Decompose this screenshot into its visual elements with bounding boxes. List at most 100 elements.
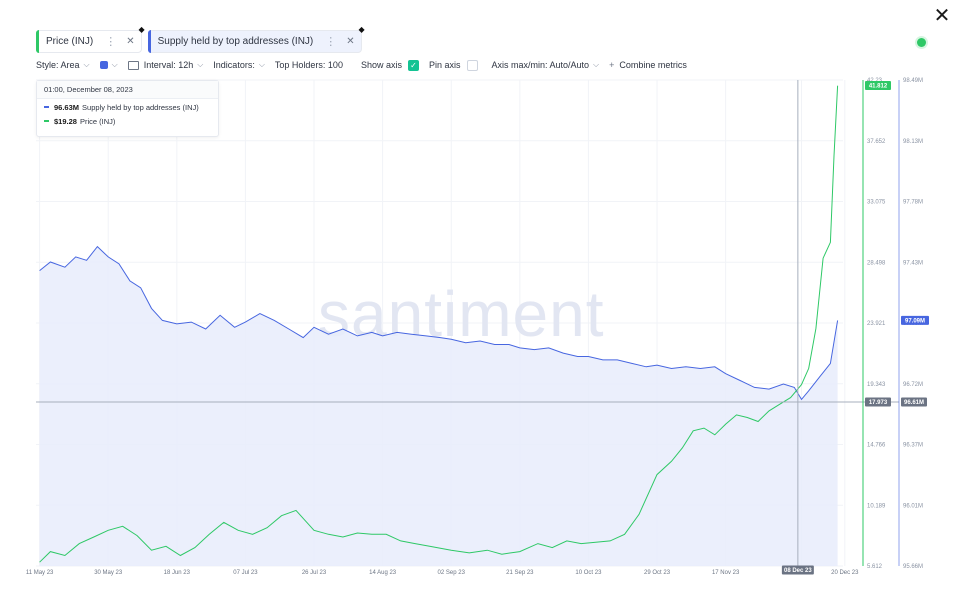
x-tick-label: 20 Dec 23 <box>831 570 859 576</box>
pin-axis-checkbox[interactable] <box>466 59 478 71</box>
supply-crosshair-badge-text: 96.61M <box>904 400 924 406</box>
close-icon[interactable]: ✕ <box>933 5 951 27</box>
chevron-down-icon: ⌵ <box>593 60 600 69</box>
interval-dropdown[interactable]: Interval: 12h ⌵ <box>127 60 204 70</box>
chevron-down-icon: ⌵ <box>111 60 118 69</box>
supply-tick-label: 97.78M <box>903 200 923 206</box>
x-tick-label: 10 Oct 23 <box>575 570 602 576</box>
indicators-label: Indicators: <box>213 60 255 70</box>
metric-tab-price[interactable]: Price (INJ) ⋮ ✕ ◆ <box>36 25 145 53</box>
supply-current-badge-bg <box>901 315 929 325</box>
style-dropdown[interactable]: Style: Area ⌵ <box>36 60 90 70</box>
price-crosshair-badge-text: 17.973 <box>869 400 888 406</box>
tooltip-series-name: Price (INJ) <box>79 116 116 126</box>
more-options-icon[interactable]: ⋮ <box>105 36 117 48</box>
show-axis-checkbox[interactable]: ✓ <box>407 59 419 71</box>
plus-icon: + <box>609 60 615 70</box>
tooltip-row-price: $19.28 Price (INJ) <box>37 115 218 127</box>
pin-axis-label: Pin axis <box>428 60 461 70</box>
axis-maxmin-label: Axis max/min: Auto/Auto <box>491 60 590 70</box>
supply-crosshair-badge: 96.61M <box>901 397 927 407</box>
crosshair <box>36 80 899 572</box>
pin-icon[interactable]: ◆ <box>358 25 365 34</box>
metric-tab-supply[interactable]: Supply held by top addresses (INJ) ⋮ ✕ ◆ <box>147 25 365 53</box>
series-marker <box>44 120 49 122</box>
tooltip-value: $19.28 <box>54 116 77 126</box>
supply-tick-label: 97.43M <box>903 260 923 266</box>
chevron-down-icon: ⌵ <box>258 60 265 69</box>
date-crosshair-badge-bg <box>781 565 814 575</box>
metric-tab-label: Price (INJ) <box>46 36 94 47</box>
supply-tick-label: 96.01M <box>903 503 923 509</box>
remove-metric-icon[interactable]: ✕ <box>346 36 355 47</box>
metric-tab-label: Supply held by top addresses (INJ) <box>157 36 314 47</box>
show-axis-label: Show axis <box>360 60 402 70</box>
supply-tick-label: 96.72M <box>903 382 923 388</box>
pin-icon[interactable]: ◆ <box>138 25 145 34</box>
x-tick-label: 26 Jul 23 <box>302 570 327 576</box>
price-tick-label: 14.766 <box>867 443 886 449</box>
metric-color-bar <box>36 30 39 53</box>
price-crosshair-badge: 17.973 <box>865 397 891 407</box>
metric-color-bar <box>147 30 151 53</box>
series-marker <box>44 106 49 108</box>
top-holders-selector[interactable]: Top Holders: 100 <box>275 60 343 70</box>
supply-current-badge: 97.09M <box>901 315 929 325</box>
combine-metrics-button[interactable]: + Combine metrics <box>609 60 687 70</box>
x-tick-label: 21 Sep 23 <box>506 570 534 576</box>
tooltip-value: 96.63M <box>54 102 80 112</box>
date-crosshair-badge: 08 Dec 23 <box>781 565 814 575</box>
price-tick-label: 33.075 <box>867 200 886 206</box>
top-holders-label: Top Holders: 100 <box>274 60 343 70</box>
x-tick-label: 11 May 23 <box>26 570 54 576</box>
axis-maxmin-dropdown[interactable]: Axis max/min: Auto/Auto ⌵ <box>492 60 600 70</box>
x-tick-label: 02 Sep 23 <box>438 570 466 576</box>
chart-tooltip: 01:00, December 08, 2023 96.63M Supply h… <box>36 80 219 137</box>
x-tick-label: 29 Oct 23 <box>644 570 671 576</box>
color-picker[interactable]: ⌵ <box>99 60 118 70</box>
price-series <box>39 85 839 563</box>
indicators-dropdown[interactable]: Indicators: ⌵ <box>213 60 265 70</box>
chevron-down-icon: ⌵ <box>83 60 90 69</box>
chevron-down-icon: ⌵ <box>197 60 204 69</box>
tooltip-date: 01:00, December 08, 2023 <box>37 81 218 99</box>
x-tick-label: 14 Aug 23 <box>369 570 397 576</box>
chart-axes: 42.23 37.652 33.075 28.498 23.921 19.343 14.76… <box>26 78 929 576</box>
x-tick-label: 18 Jun 23 <box>164 570 191 576</box>
supply-line <box>39 245 839 401</box>
pin-axis-toggle[interactable]: Pin axis <box>428 59 478 71</box>
price-tick-label: 28.498 <box>867 260 886 266</box>
price-tick-label: 10.189 <box>867 503 886 509</box>
price-tick-label: 23.921 <box>867 321 886 327</box>
price-current-badge: 41.812 <box>865 81 891 91</box>
chart-toolbar: Style: Area ⌵ ⌵ Interval: 12h ⌵ Indicato… <box>36 58 697 72</box>
supply-current-badge-text: 97.09M <box>905 319 925 325</box>
supply-tick-label: 98.13M <box>903 139 923 145</box>
tooltip-row-supply: 96.63M Supply held by top addresses (INJ… <box>37 101 218 113</box>
supply-tick-label: 95.66M <box>903 564 923 570</box>
show-axis-toggle[interactable]: Show axis ✓ <box>360 59 419 71</box>
interval-label: Interval: 12h <box>143 60 194 70</box>
price-current-badge-text: 41.812 <box>869 84 888 90</box>
combine-metrics-label: Combine metrics <box>619 60 687 70</box>
price-tick-label: 19.343 <box>867 382 886 388</box>
x-tick-label: 07 Jul 23 <box>233 570 258 576</box>
metric-tabs: Price (INJ) ⋮ ✕ ◆ Supply held by top add… <box>36 25 365 53</box>
color-swatch <box>99 61 108 69</box>
tooltip-series-name: Supply held by top addresses (INJ) <box>82 102 199 112</box>
calendar-icon <box>127 60 139 70</box>
price-line <box>39 85 839 563</box>
supply-series <box>39 245 839 566</box>
price-crosshair-badge-bg <box>865 397 891 407</box>
price-current-badge-bg <box>865 81 891 91</box>
price-tick-label: 5.612 <box>867 564 883 570</box>
status-dot <box>917 38 926 47</box>
remove-metric-icon[interactable]: ✕ <box>126 36 135 47</box>
date-crosshair-badge-text: 08 Dec 23 <box>784 568 812 574</box>
price-tick-label: 37.652 <box>867 139 886 145</box>
more-options-icon[interactable]: ⋮ <box>325 36 337 48</box>
x-tick-label: 30 May 23 <box>94 570 123 576</box>
supply-crosshair-badge-bg <box>901 397 927 407</box>
